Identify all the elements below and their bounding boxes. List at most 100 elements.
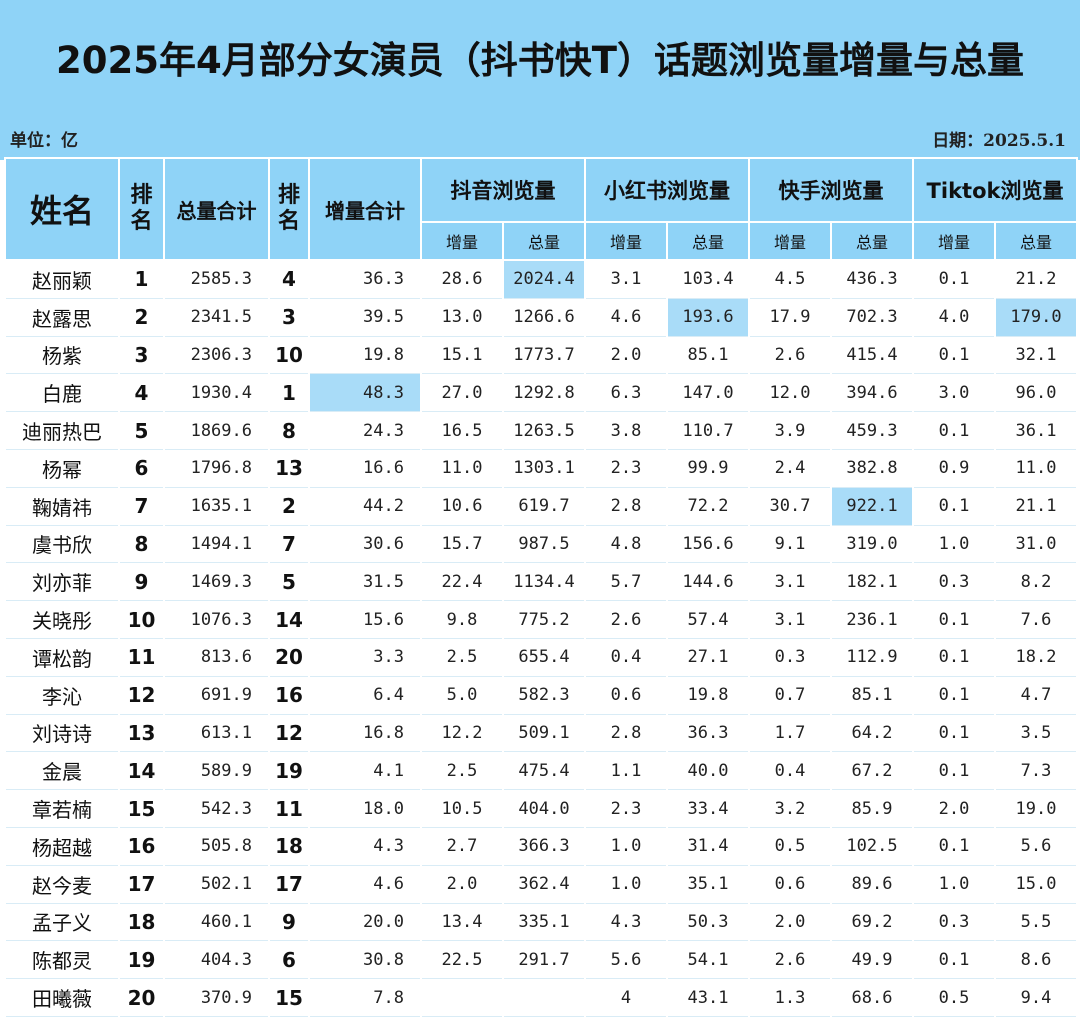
cell-kuaishou-increase: 4.5 (748, 259, 832, 299)
cell-rank: 8 (118, 524, 165, 564)
cell-kuaishou-increase: 2.0 (748, 902, 832, 942)
cell-douyin-total: 1303.1 (502, 448, 586, 488)
cell-rank: 10 (118, 600, 165, 639)
cell-increase: 30.8 (308, 940, 422, 980)
cell-kuaishou-total: 49.9 (830, 940, 914, 980)
cell-kuaishou-total: 459.3 (830, 411, 914, 450)
header-xiaohongshu: 小红书浏览量 (584, 157, 750, 223)
cell-kuaishou-total: 89.6 (830, 864, 914, 904)
cell-increase-rank: 8 (268, 411, 310, 450)
cell-name: 杨超越 (4, 826, 120, 866)
cell-kuaishou-increase: 9.1 (748, 524, 832, 564)
cell-douyin-total: 1773.7 (502, 335, 586, 375)
cell-increase: 6.4 (308, 675, 422, 715)
cell-increase-rank: 1 (268, 373, 310, 413)
cell-xiaohongshu-increase: 3.1 (584, 259, 668, 299)
cell-tiktok-total: 32.1 (993, 335, 1079, 375)
cell-douyin-increase: 15.1 (420, 335, 504, 375)
cell-total: 404.3 (163, 940, 270, 980)
cell-kuaishou-increase: 3.2 (748, 789, 832, 828)
cell-tiktok-total: 96.0 (993, 373, 1079, 413)
cell-xiaohongshu-total: 31.4 (666, 826, 750, 866)
cell-rank: 11 (118, 637, 165, 677)
cell-douyin-total: 1134.4 (502, 562, 586, 602)
table-row: 鞠婧祎 7 1635.1 2 44.2 10.6 619.7 2.8 72.2 30.7 922.1… (4, 486, 1079, 526)
cell-name: 白鹿 (4, 373, 120, 413)
cell-douyin-total: 335.1 (502, 902, 586, 942)
cell-total: 505.8 (163, 826, 270, 866)
cell-tiktok-total: 5.6 (993, 826, 1079, 866)
cell-increase-rank: 14 (268, 600, 310, 639)
cell-kuaishou-total: 69.2 (830, 902, 914, 942)
header-name: 姓名 (4, 157, 120, 261)
cell-rank: 20 (118, 978, 165, 1017)
cell-name: 陈都灵 (4, 940, 120, 980)
subheader-total: 总量 (502, 221, 586, 261)
cell-tiktok-increase: 0.3 (912, 562, 996, 602)
cell-name: 刘诗诗 (4, 713, 120, 753)
cell-douyin-increase: 11.0 (420, 448, 504, 488)
table-body: 赵丽颖 1 2585.3 4 36.3 28.6 2024.4 3.1 103.4 4.5 436.… (4, 259, 1079, 1017)
cell-tiktok-total: 36.1 (993, 411, 1079, 450)
cell-douyin-total: 655.4 (502, 637, 586, 677)
cell-douyin-total (502, 978, 586, 1017)
cell-kuaishou-total: 102.5 (830, 826, 914, 866)
cell-kuaishou-increase: 3.1 (748, 600, 832, 639)
cell-rank: 14 (118, 751, 165, 791)
cell-tiktok-increase: 0.9 (912, 448, 996, 488)
cell-xiaohongshu-total: 27.1 (666, 637, 750, 677)
subheader-increase: 增量 (420, 221, 504, 261)
cell-name: 李沁 (4, 675, 120, 715)
cell-douyin-total: 366.3 (502, 826, 586, 866)
cell-douyin-total: 291.7 (502, 940, 586, 980)
cell-kuaishou-total: 394.6 (830, 373, 914, 413)
cell-increase-rank: 13 (268, 448, 310, 488)
cell-total: 691.9 (163, 675, 270, 715)
cell-xiaohongshu-increase: 2.3 (584, 448, 668, 488)
cell-xiaohongshu-increase: 4.3 (584, 902, 668, 942)
cell-increase: 18.0 (308, 789, 422, 828)
cell-douyin-total: 1263.5 (502, 411, 586, 450)
cell-rank: 15 (118, 789, 165, 828)
cell-tiktok-total: 9.4 (993, 978, 1079, 1017)
cell-kuaishou-increase: 30.7 (748, 486, 832, 526)
subheader-total: 总量 (830, 221, 914, 261)
cell-douyin-total: 582.3 (502, 675, 586, 715)
cell-name: 孟子义 (4, 902, 120, 942)
cell-xiaohongshu-increase: 1.0 (584, 826, 668, 866)
cell-tiktok-total: 7.3 (993, 751, 1079, 791)
cell-name: 金晨 (4, 751, 120, 791)
cell-xiaohongshu-total: 19.8 (666, 675, 750, 715)
cell-xiaohongshu-total: 54.1 (666, 940, 750, 980)
cell-xiaohongshu-increase: 5.7 (584, 562, 668, 602)
cell-increase: 30.6 (308, 524, 422, 564)
cell-kuaishou-total: 319.0 (830, 524, 914, 564)
cell-increase-rank: 2 (268, 486, 310, 526)
cell-tiktok-increase: 1.0 (912, 864, 996, 904)
cell-douyin-increase: 13.0 (420, 297, 504, 337)
header-increase: 增量合计 (308, 157, 422, 261)
subheader-total: 总量 (993, 221, 1079, 261)
cell-xiaohongshu-total: 99.9 (666, 448, 750, 488)
cell-xiaohongshu-increase: 2.0 (584, 335, 668, 375)
header-increase-rank: 排名 (268, 157, 310, 261)
cell-kuaishou-increase: 1.7 (748, 713, 832, 753)
cell-rank: 16 (118, 826, 165, 866)
cell-increase: 16.6 (308, 448, 422, 488)
cell-total: 2585.3 (163, 259, 270, 299)
cell-tiktok-increase: 0.1 (912, 259, 996, 299)
cell-douyin-total: 2024.4 (502, 259, 586, 299)
cell-kuaishou-increase: 0.5 (748, 826, 832, 866)
cell-xiaohongshu-total: 33.4 (666, 789, 750, 828)
cell-increase: 20.0 (308, 902, 422, 942)
cell-name: 赵今麦 (4, 864, 120, 904)
cell-total: 589.9 (163, 751, 270, 791)
cell-increase: 19.8 (308, 335, 422, 375)
cell-xiaohongshu-increase: 2.8 (584, 713, 668, 753)
date-label: 日期：2025.5.1 (932, 131, 1066, 151)
cell-douyin-increase: 22.4 (420, 562, 504, 602)
cell-xiaohongshu-increase: 4 (584, 978, 668, 1017)
table-row: 杨超越 16 505.8 18 4.3 2.7 366.3 1.0 31.4 0.5 102.5 0.… (4, 826, 1079, 866)
cell-douyin-increase: 2.5 (420, 637, 504, 677)
